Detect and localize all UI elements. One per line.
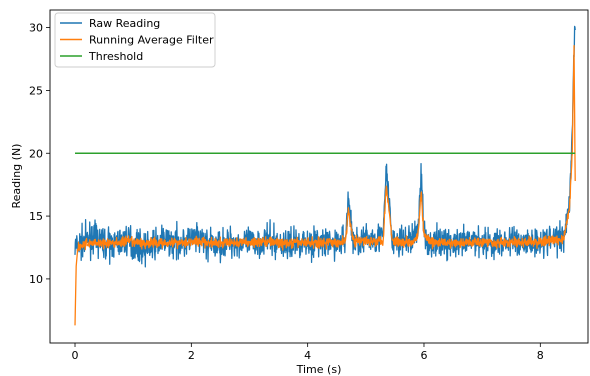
x-tick-label: 0 bbox=[72, 349, 79, 362]
y-tick-label: 10 bbox=[29, 273, 43, 286]
y-axis: 10 15 20 25 30 bbox=[29, 22, 50, 286]
legend-box bbox=[54, 12, 216, 68]
x-tick-label: 2 bbox=[188, 349, 195, 362]
legend: Raw Reading Running Average Filter Thresho… bbox=[54, 12, 216, 68]
x-axis: 0 2 4 6 8 bbox=[72, 343, 544, 362]
plot-frame bbox=[49, 9, 589, 344]
x-tick-label: 8 bbox=[537, 349, 544, 362]
y-tick-label: 30 bbox=[29, 22, 43, 35]
y-tick-label: 20 bbox=[29, 147, 43, 160]
legend-label: Running Average Filter bbox=[89, 34, 214, 47]
series-line-running-average-filter bbox=[74, 45, 576, 326]
y-tick-label: 15 bbox=[29, 210, 43, 223]
plot-area bbox=[74, 25, 576, 326]
x-tick-label: 6 bbox=[420, 349, 427, 362]
x-tick-label: 4 bbox=[304, 349, 311, 362]
y-axis-label: Reading (N) bbox=[10, 144, 23, 209]
legend-label: Raw Reading bbox=[89, 17, 160, 30]
y-tick-label: 25 bbox=[29, 84, 43, 97]
x-axis-label: Time (s) bbox=[296, 363, 342, 376]
legend-label: Threshold bbox=[88, 50, 143, 63]
